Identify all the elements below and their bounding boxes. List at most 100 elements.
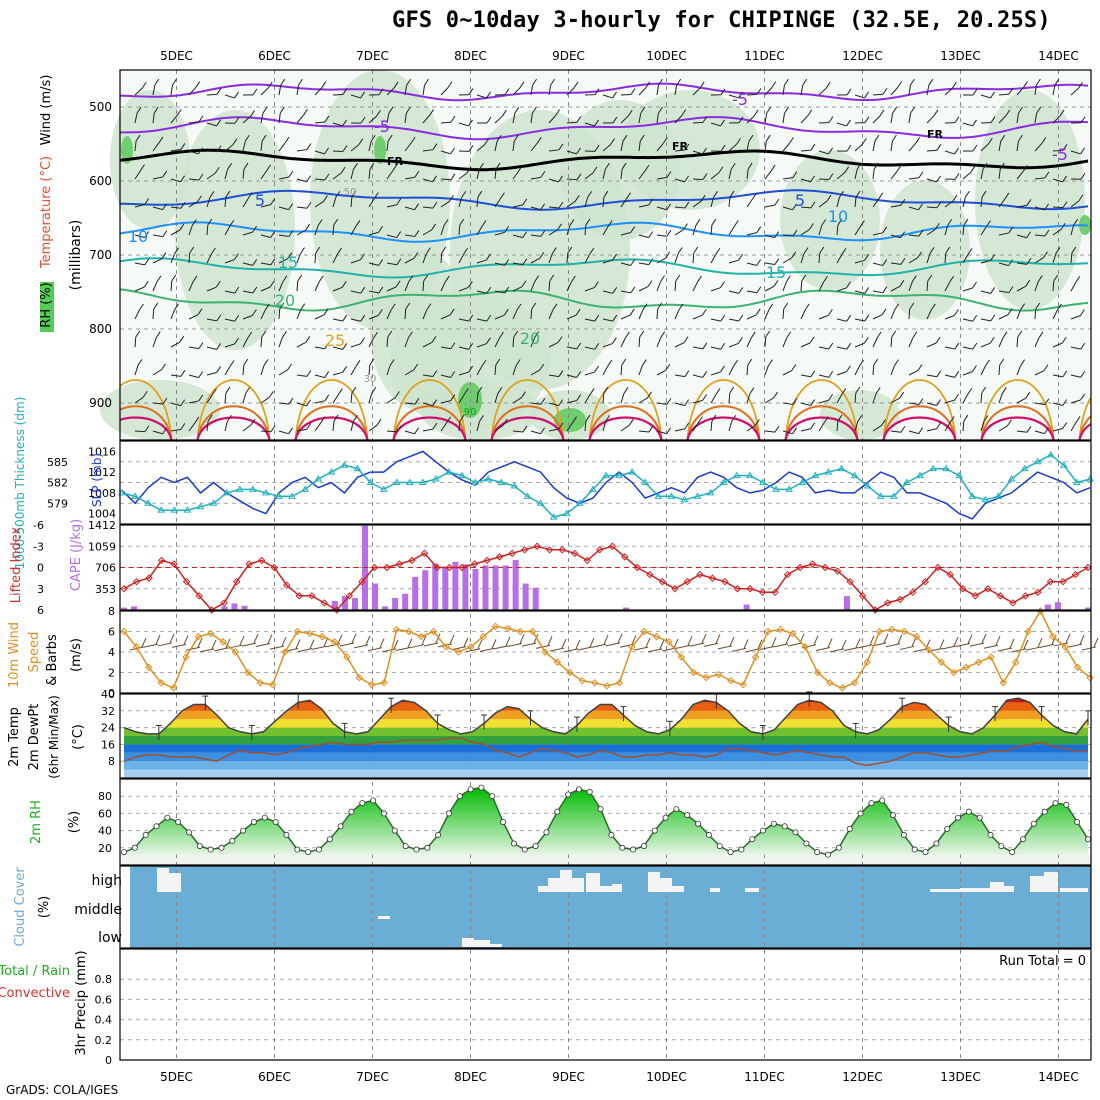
wind-barb	[584, 172, 594, 180]
surface-wind-barb	[745, 648, 761, 653]
contour-label: -5	[1052, 145, 1068, 164]
wind-barb	[693, 246, 699, 254]
wind-barb	[188, 314, 199, 320]
wind-barb	[300, 303, 306, 310]
lifted-index-line-point	[220, 599, 228, 607]
wind-barb	[566, 150, 577, 155]
wind-barb	[1007, 419, 1012, 426]
temp-contour	[120, 116, 1089, 141]
lifted-index-line-point	[833, 567, 842, 575]
high-cloud-block	[672, 886, 684, 892]
wind-barb	[1078, 194, 1084, 202]
wind-barb	[890, 397, 900, 404]
wind-barb	[934, 223, 940, 230]
high-cloud-block	[1044, 872, 1058, 892]
wind-barb	[432, 201, 438, 209]
wind-barb	[620, 364, 623, 376]
contour-label: -5	[374, 117, 390, 136]
wind-barb	[242, 337, 249, 348]
wind-barb	[440, 201, 450, 208]
wind-barb	[170, 229, 181, 236]
wind-speed-line-point	[900, 627, 908, 636]
cape-bar	[452, 561, 459, 610]
wind-barb	[215, 280, 221, 288]
wind-barb	[396, 258, 402, 266]
pressure-tick: 800	[89, 322, 112, 336]
wind-barb	[284, 136, 290, 144]
wind-barb	[936, 201, 942, 209]
wind-barb	[990, 91, 995, 99]
wind-barb	[720, 88, 726, 96]
wind-barb	[836, 420, 839, 432]
rh-line-point	[900, 831, 907, 838]
wind-barb	[476, 196, 479, 208]
high-cloud-block	[660, 878, 672, 892]
wind-barb	[962, 318, 973, 322]
wind-speed-line-point	[764, 627, 772, 636]
wind-barb	[620, 169, 623, 180]
wind-barb	[640, 106, 646, 114]
wind-barb	[414, 230, 420, 237]
wind-barb	[252, 286, 258, 294]
date-label-bottom: 11DEC	[744, 1070, 784, 1084]
wind-barb	[890, 113, 894, 124]
lifted-index-line-point	[1071, 570, 1080, 579]
wind-barb	[499, 331, 504, 339]
wind-barb	[432, 143, 438, 150]
wind-barb	[880, 419, 886, 426]
wind-barb	[666, 398, 672, 405]
wind-barb	[314, 346, 325, 350]
rh-line-point	[489, 793, 496, 800]
wind-barb	[1016, 87, 1024, 96]
wind-barb	[710, 394, 717, 404]
lifted-index-line-point	[370, 563, 379, 572]
wind-barb	[962, 371, 973, 376]
wind-barb	[782, 206, 793, 211]
lifted-index-line-point	[270, 563, 278, 572]
surface-wind-barb	[365, 635, 371, 646]
wind-barb	[854, 226, 861, 236]
temp-contour-boundary	[686, 405, 761, 440]
wind-barb	[783, 302, 789, 310]
wind-barb	[630, 286, 636, 294]
surface-wind-barb	[1081, 646, 1097, 651]
thickness-line-point	[1086, 475, 1094, 482]
wind-barb	[786, 275, 791, 282]
wind-barb	[278, 85, 282, 96]
temp-contour-boundary	[686, 379, 761, 440]
wind-barb	[519, 81, 525, 89]
wind-barb	[161, 363, 166, 371]
wind-barb	[431, 336, 437, 343]
surface-wind-barb	[913, 648, 929, 653]
wind-barb	[839, 191, 844, 198]
temp-contour-boundary	[294, 405, 369, 440]
wind-speed-line-point	[665, 638, 673, 646]
surface-wind-barb	[701, 633, 707, 644]
wind-barb	[162, 427, 168, 435]
wind-barb	[360, 286, 366, 294]
wind-barb	[138, 303, 144, 311]
temp-tick: 8	[108, 755, 115, 768]
wind-barb	[666, 229, 672, 237]
wind-barb	[486, 286, 492, 294]
wind-barb	[224, 225, 231, 236]
wind-barb	[836, 254, 843, 264]
thickness-line-point	[602, 471, 610, 479]
wind-barb	[152, 430, 163, 435]
wind-barb	[216, 343, 222, 350]
surface-wind-barb	[255, 643, 271, 648]
wind-barb	[268, 391, 274, 398]
wind-barb	[557, 223, 562, 231]
wind-barb	[441, 246, 447, 254]
wind-barb	[386, 430, 398, 433]
lifted-index-line-point	[533, 542, 541, 550]
wind-barb	[638, 234, 649, 239]
wind-barb	[137, 359, 143, 366]
wind-speed-line-point	[702, 673, 710, 682]
contour-label: 20	[520, 329, 540, 348]
wind-speed-line-point	[950, 668, 958, 677]
wind-barb	[890, 309, 896, 320]
wind-barb	[621, 162, 627, 170]
wind-barb	[881, 308, 887, 316]
wind-barb	[152, 258, 163, 264]
